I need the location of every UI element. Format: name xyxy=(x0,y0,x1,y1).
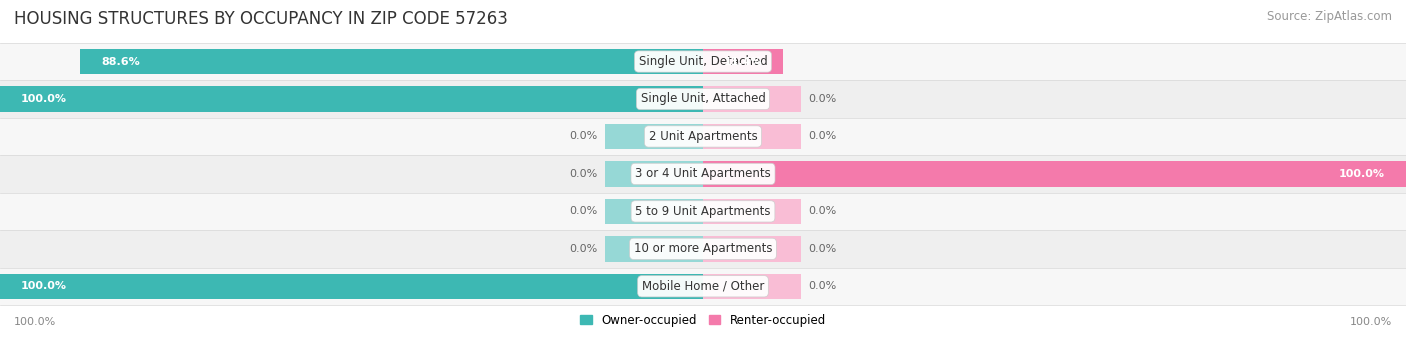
Text: 0.0%: 0.0% xyxy=(569,244,598,254)
Text: 100.0%: 100.0% xyxy=(14,317,56,327)
Text: Mobile Home / Other: Mobile Home / Other xyxy=(641,280,765,293)
Text: 0.0%: 0.0% xyxy=(808,244,837,254)
Text: Single Unit, Attached: Single Unit, Attached xyxy=(641,92,765,105)
Text: 100.0%: 100.0% xyxy=(1339,169,1385,179)
Text: 10 or more Apartments: 10 or more Apartments xyxy=(634,242,772,255)
Bar xyxy=(703,236,801,262)
Bar xyxy=(605,236,703,262)
Text: 5 to 9 Unit Apartments: 5 to 9 Unit Apartments xyxy=(636,205,770,218)
Bar xyxy=(0,193,1406,230)
Text: 2 Unit Apartments: 2 Unit Apartments xyxy=(648,130,758,143)
Text: 0.0%: 0.0% xyxy=(808,281,837,291)
Text: 88.6%: 88.6% xyxy=(101,57,141,66)
Text: 0.0%: 0.0% xyxy=(808,131,837,142)
Text: 0.0%: 0.0% xyxy=(808,206,837,217)
Text: 11.4%: 11.4% xyxy=(723,57,762,66)
Text: 0.0%: 0.0% xyxy=(808,94,837,104)
Bar xyxy=(0,86,703,112)
Bar xyxy=(0,273,703,299)
Bar xyxy=(703,49,783,74)
Bar xyxy=(0,80,1406,118)
Text: 3 or 4 Unit Apartments: 3 or 4 Unit Apartments xyxy=(636,167,770,180)
Bar xyxy=(703,124,801,149)
Bar xyxy=(0,43,1406,80)
Legend: Owner-occupied, Renter-occupied: Owner-occupied, Renter-occupied xyxy=(575,309,831,332)
Bar xyxy=(703,161,1406,187)
Text: 0.0%: 0.0% xyxy=(569,131,598,142)
Bar xyxy=(703,199,801,224)
Text: 0.0%: 0.0% xyxy=(569,206,598,217)
Bar xyxy=(0,118,1406,155)
Bar xyxy=(0,268,1406,305)
Text: 0.0%: 0.0% xyxy=(569,169,598,179)
Bar xyxy=(605,161,703,187)
Text: 100.0%: 100.0% xyxy=(21,94,67,104)
Bar xyxy=(0,230,1406,268)
Text: Single Unit, Detached: Single Unit, Detached xyxy=(638,55,768,68)
Bar xyxy=(605,199,703,224)
Text: 100.0%: 100.0% xyxy=(1350,317,1392,327)
Bar xyxy=(0,155,1406,193)
Bar xyxy=(703,86,801,112)
Bar xyxy=(605,124,703,149)
Bar xyxy=(80,49,703,74)
Text: 100.0%: 100.0% xyxy=(21,281,67,291)
Text: HOUSING STRUCTURES BY OCCUPANCY IN ZIP CODE 57263: HOUSING STRUCTURES BY OCCUPANCY IN ZIP C… xyxy=(14,10,508,28)
Bar xyxy=(703,273,801,299)
Text: Source: ZipAtlas.com: Source: ZipAtlas.com xyxy=(1267,10,1392,23)
